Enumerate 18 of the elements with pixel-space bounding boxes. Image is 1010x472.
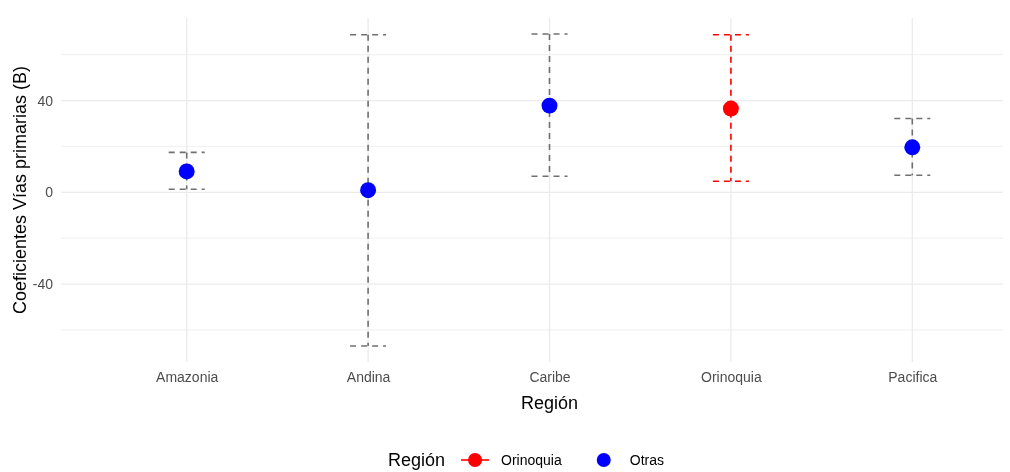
point (722, 100, 739, 117)
point (360, 182, 377, 199)
point (178, 163, 195, 180)
x-tick-label: Amazonia (156, 368, 219, 385)
legend-label: Otras (629, 452, 664, 468)
y-tick-label: -40 (32, 276, 54, 293)
legend-title: Región (388, 450, 446, 470)
x-tick-label: Orinoquia (701, 368, 762, 385)
y-axis-title: Coeficientes Vías primarias (B) (10, 65, 30, 315)
legend-label: Orinoquia (501, 452, 562, 468)
y-tick-label: 40 (37, 92, 54, 109)
y-tick-label: 0 (45, 184, 54, 201)
x-tick-label: Andina (346, 368, 391, 385)
x-tick-label: Caribe (529, 368, 571, 385)
point (904, 139, 921, 156)
x-tick-label: Pacifica (888, 368, 938, 385)
point (541, 97, 558, 114)
x-axis-title: Región (520, 393, 579, 413)
